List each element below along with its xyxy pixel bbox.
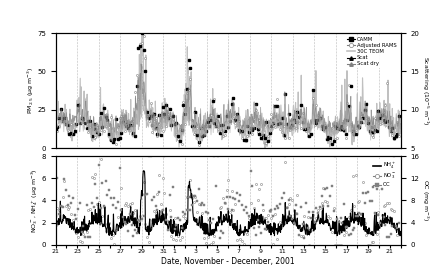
- Y-axis label: NO$_3^-$, NH$_4^+$ (μg m$^{-3}$): NO$_3^-$, NH$_4^+$ (μg m$^{-3}$): [29, 168, 40, 233]
- X-axis label: Date, November - December, 2001: Date, November - December, 2001: [161, 257, 295, 266]
- Y-axis label: PM$_{2.5}$ (μg m$^{-3}$): PM$_{2.5}$ (μg m$^{-3}$): [25, 67, 36, 114]
- Y-axis label: OC (mg m$^{-3}$): OC (mg m$^{-3}$): [420, 179, 430, 222]
- Legend: CAMM, Adjusted RAMS, 30C TEOM, Scat, Scat dry: CAMM, Adjusted RAMS, 30C TEOM, Scat, Sca…: [345, 36, 398, 68]
- Y-axis label: Scattering (10$^{-5}$ m$^{-1}$): Scattering (10$^{-5}$ m$^{-1}$): [420, 56, 430, 125]
- Legend: NH$_4^+$, NO$_3^-$, OC: NH$_4^+$, NO$_3^-$, OC: [372, 159, 398, 189]
